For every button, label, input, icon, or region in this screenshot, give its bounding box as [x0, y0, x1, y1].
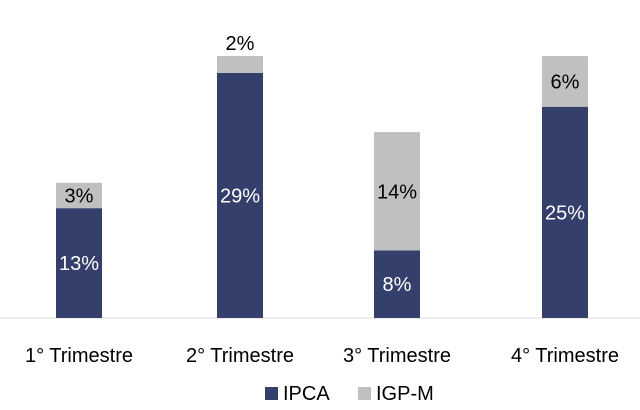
bar-ipca-4 [542, 106, 588, 318]
bar-igp-m-3 [374, 132, 420, 251]
legend-label-ipca: IPCA [283, 383, 330, 405]
data-label-igp-m-2: 2% [226, 33, 255, 55]
x-tick-label-3: 3° Trimestre [343, 345, 451, 367]
data-label-ipca-3: 8% [383, 274, 412, 296]
bars-group: 13% 3% 29% 2% 8% 14% 25% 6% [56, 33, 588, 318]
legend-swatch-ipca [265, 387, 278, 400]
data-label-igp-m-4: 6% [551, 71, 580, 93]
legend-label-igp-m: IGP-M [376, 383, 434, 405]
bar-igp-m-2 [217, 56, 263, 73]
bar-ipca-3 [374, 250, 420, 318]
x-tick-labels: 1° Trimestre 2° Trimestre 3° Trimestre 4° T… [25, 345, 619, 367]
legend-swatch-igp-m [358, 387, 371, 400]
data-label-igp-m-1: 3% [65, 185, 94, 207]
data-label-igp-m-3: 14% [377, 181, 417, 203]
bar-igp-m-1 [56, 182, 102, 209]
data-label-ipca-1: 13% [59, 253, 99, 275]
data-label-ipca-2: 29% [220, 185, 260, 207]
x-tick-label-4: 4° Trimestre [511, 345, 619, 367]
x-tick-label-1: 1° Trimestre [25, 345, 133, 367]
bar-ipca-1 [56, 208, 102, 318]
data-label-ipca-4: 25% [545, 202, 585, 224]
legend: IPCA IGP-M [265, 383, 434, 405]
bar-ipca-2 [217, 72, 263, 318]
x-tick-label-2: 2° Trimestre [186, 345, 294, 367]
bar-igp-m-4 [542, 56, 588, 107]
